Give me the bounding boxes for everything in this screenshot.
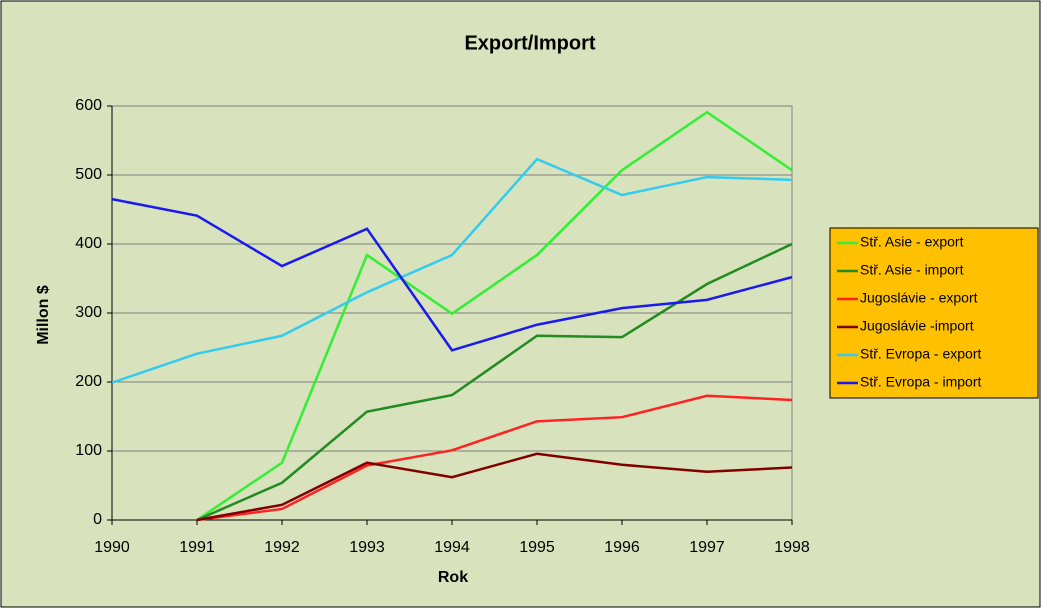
x-tick-label: 1990	[94, 539, 130, 556]
legend-label: Stř. Asie - export	[860, 234, 964, 250]
series-line	[111, 197, 793, 352]
y-tick-label: 600	[75, 97, 102, 114]
y-tick-label: 300	[75, 304, 102, 321]
legend-label: Jugoslávie - export	[860, 290, 978, 306]
x-tick-label: 1995	[519, 539, 555, 556]
x-tick-label: 1997	[689, 539, 725, 556]
series-line	[196, 110, 793, 522]
x-tick-label: 1992	[264, 539, 300, 556]
legend-label: Jugoslávie -import	[860, 318, 974, 334]
y-axis-label: Millon $	[35, 285, 52, 345]
x-tick-label: 1994	[434, 539, 470, 556]
chart-title: Export/Import	[464, 32, 595, 54]
series-line	[111, 157, 793, 384]
x-tick-label: 1996	[604, 539, 640, 556]
series-line	[196, 394, 793, 522]
series-line	[196, 242, 793, 522]
y-tick-label: 500	[75, 166, 102, 183]
y-tick-label: 200	[75, 373, 102, 390]
legend-label: Stř. Evropa - import	[860, 374, 981, 390]
legend	[829, 227, 1039, 399]
y-tick-label: 400	[75, 235, 102, 252]
legend-label: Stř. Asie - import	[860, 262, 964, 278]
legend-label: Stř. Evropa - export	[860, 346, 981, 362]
y-tick-label: 100	[75, 442, 102, 459]
x-tick-label: 1993	[349, 539, 385, 556]
x-axis-label: Rok	[438, 569, 468, 586]
x-tick-label: 1991	[179, 539, 215, 556]
y-tick-label: 0	[93, 511, 102, 528]
series-line	[196, 452, 793, 522]
x-tick-label: 1998	[774, 539, 810, 556]
